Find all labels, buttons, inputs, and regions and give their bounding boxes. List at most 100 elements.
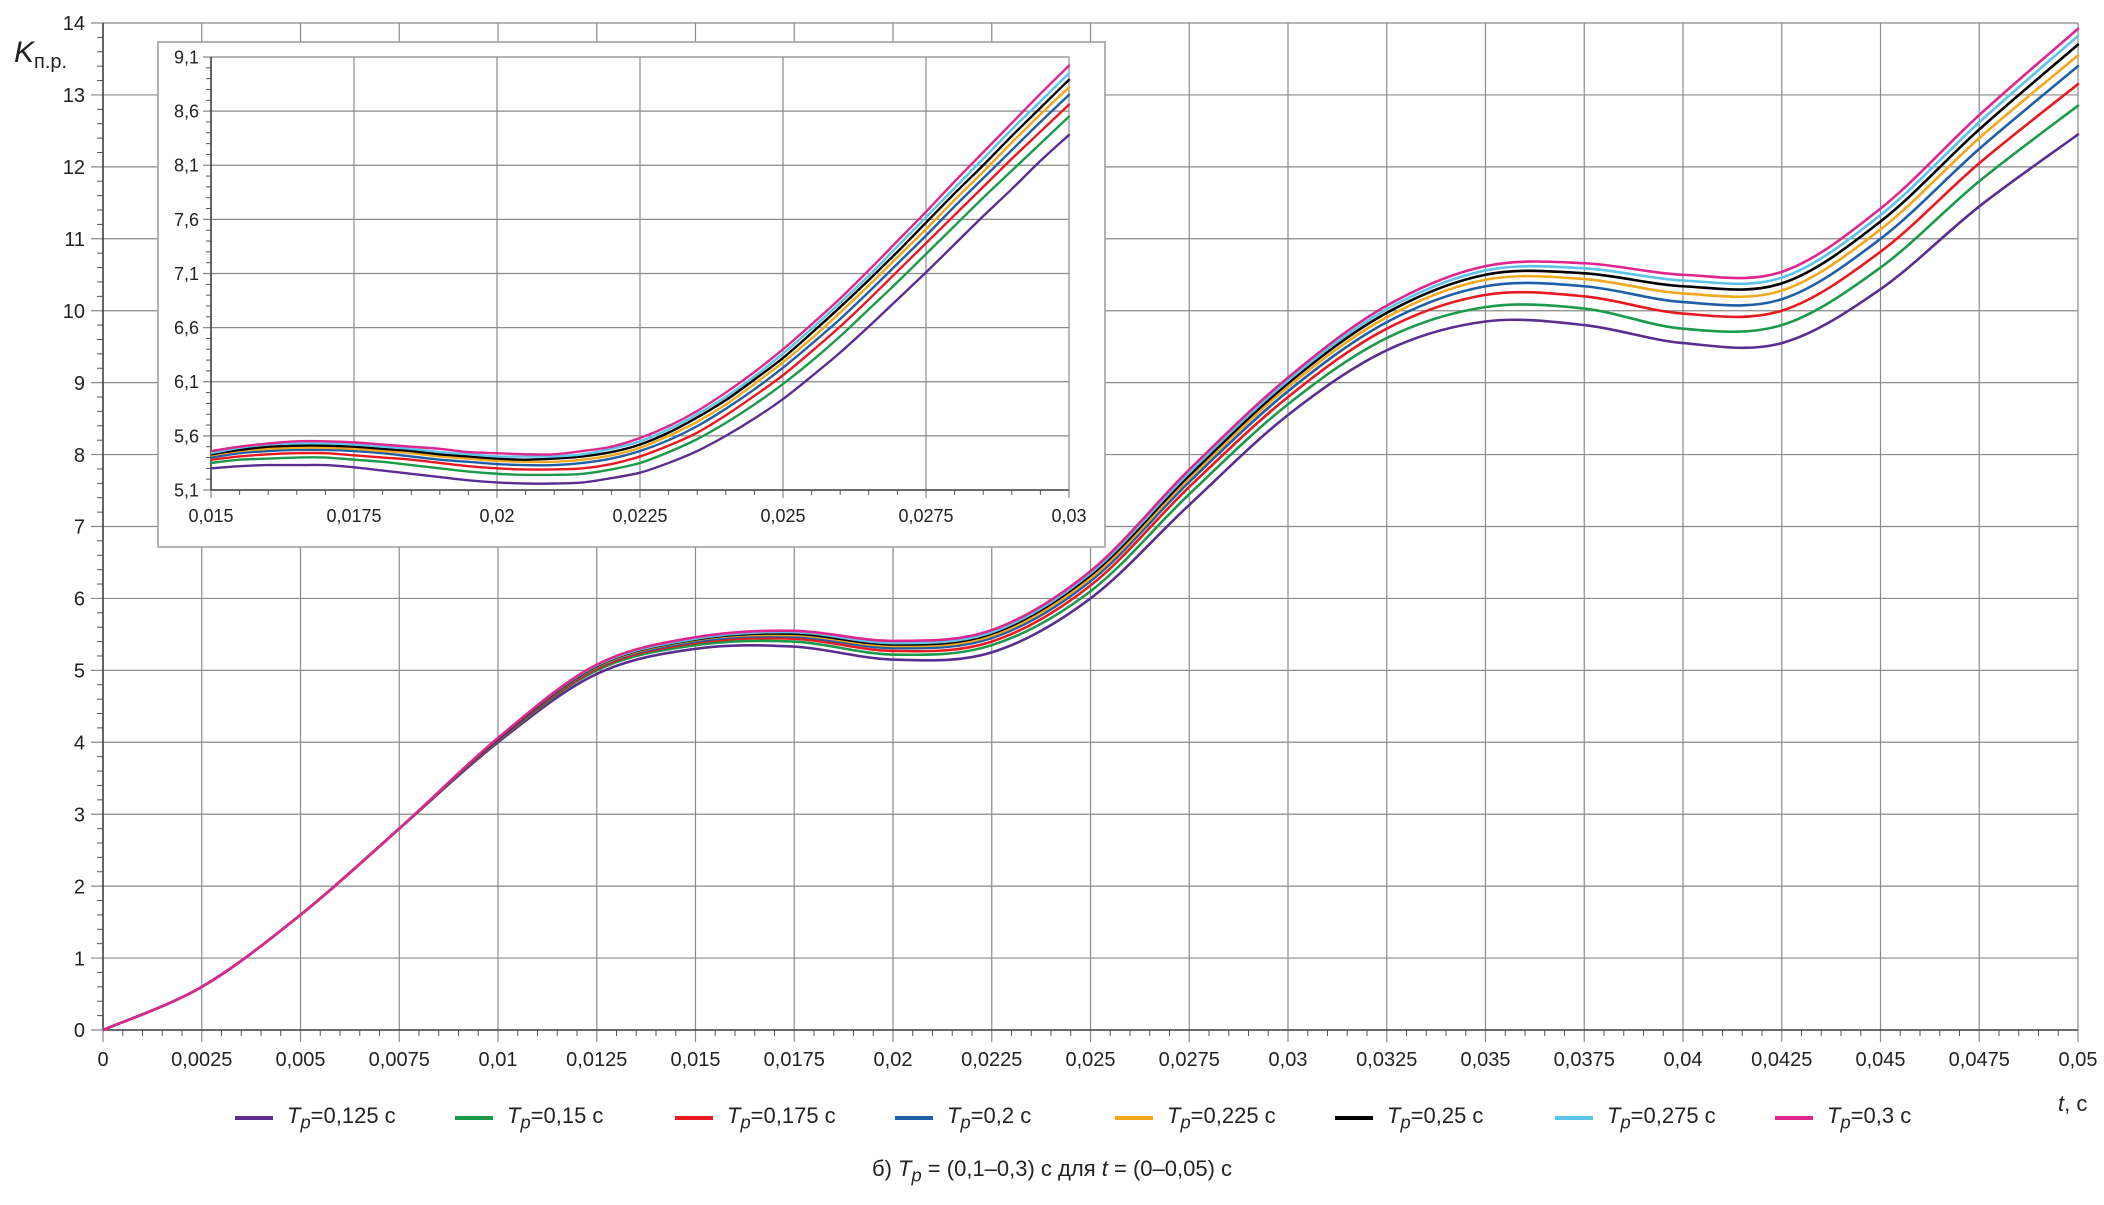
- legend-symbol: T: [1827, 1102, 1841, 1128]
- legend-item-3: Tp=0,175 с: [675, 1100, 836, 1136]
- legend-label: Tp=0,275 с: [1607, 1103, 1716, 1133]
- caption-sub: p: [911, 1164, 922, 1186]
- main-y-tick-label: 11: [64, 229, 85, 251]
- inset-minor-ticks: [206, 67, 1041, 495]
- main-y-tick-label: 4: [74, 732, 85, 754]
- main-y-tick-label: 7: [74, 517, 85, 539]
- x-axis-label-symbol: t: [2058, 1091, 2065, 1116]
- main-x-tick-label: 0,0225: [961, 1049, 1022, 1071]
- main-minor-ticks: [97, 36, 2059, 1036]
- legend-item-5: Tp=0,225 с: [1115, 1100, 1276, 1136]
- legend-item-8: Tp=0,3 с: [1775, 1100, 1911, 1136]
- legend-label: Tp=0,15 с: [507, 1103, 603, 1133]
- x-axis-label-rest: , с: [2064, 1091, 2087, 1116]
- inset-y-tick-label: 5,6: [174, 426, 199, 446]
- inset-series-line-8: [211, 64, 1071, 456]
- main-x-tick-label: 0: [97, 1049, 108, 1071]
- main-y-tick-label: 6: [74, 589, 85, 611]
- inset-x-tick-label: 0,0175: [326, 506, 381, 526]
- legend-swatch: [1115, 1116, 1153, 1120]
- x-axis-label: t, с: [2058, 1091, 2087, 1116]
- legend-symbol: T: [727, 1102, 741, 1128]
- main-x-tick-label: 0,005: [275, 1049, 325, 1071]
- legend-label: Tp=0,3 с: [1827, 1103, 1911, 1133]
- inset-y-tick-label: 6,6: [174, 318, 199, 338]
- main-x-tick-label: 0,02: [874, 1049, 913, 1071]
- main-x-tick-label: 0,0125: [566, 1049, 627, 1071]
- inset-x-tick-label: 0,02: [479, 506, 514, 526]
- legend-subscript: p: [300, 1111, 311, 1133]
- legend-subscript: p: [1180, 1111, 1191, 1133]
- inset-series-line-4: [211, 93, 1071, 467]
- legend-swatch: [235, 1116, 273, 1120]
- main-y-tick-label: 2: [74, 876, 85, 898]
- main-series-group: [103, 27, 2080, 1032]
- inset-y-tick-label: 7,1: [174, 264, 199, 284]
- inset-x-tick-label: 0,025: [760, 506, 805, 526]
- main-x-tick-label: 0,025: [1065, 1049, 1115, 1071]
- inset-series-line-1: [211, 133, 1071, 485]
- main-x-tick-label: 0,01: [479, 1049, 518, 1071]
- main-y-tick-label: 14: [63, 13, 85, 35]
- inset-x-tick-label: 0,015: [188, 506, 233, 526]
- legend-value: =0,25 с: [1410, 1102, 1484, 1128]
- legend-label: Tp=0,2 с: [947, 1103, 1031, 1133]
- main-y-tick-label: 1: [74, 948, 85, 970]
- legend-symbol: T: [1387, 1102, 1401, 1128]
- main-x-tick-label: 0,0375: [1554, 1049, 1615, 1071]
- legend: Tp=0,125 с Tp=0,15 с Tp=0,175 с Tp=0,2 с Tp=…: [235, 1100, 1935, 1136]
- legend-symbol: T: [507, 1102, 521, 1128]
- inset-x-tick-label: 0,03: [1051, 506, 1086, 526]
- legend-item-6: Tp=0,25 с: [1335, 1100, 1483, 1136]
- caption-rest: = (0,1–0,3) с для: [921, 1156, 1102, 1181]
- y-axis-label-symbol: K: [14, 36, 36, 69]
- caption-t-symbol: t: [1101, 1156, 1108, 1181]
- legend-value: =0,225 с: [1190, 1102, 1276, 1128]
- main-x-tick-label: 0,03: [1269, 1049, 1308, 1071]
- legend-value: =0,2 с: [970, 1102, 1032, 1128]
- legend-symbol: T: [1167, 1102, 1181, 1128]
- legend-swatch: [1335, 1116, 1373, 1120]
- main-x-tick-label: 0,0425: [1751, 1049, 1812, 1071]
- legend-swatch: [1555, 1116, 1593, 1120]
- caption-symbol: T: [898, 1156, 912, 1181]
- inset-series-line-3: [211, 103, 1071, 471]
- y-axis-label-sub: п.р.: [34, 51, 67, 73]
- main-series-line-8: [103, 27, 2080, 1032]
- inset-y-tick-label: 6,1: [174, 372, 199, 392]
- legend-label: Tp=0,175 с: [727, 1103, 836, 1133]
- legend-item-1: Tp=0,125 с: [235, 1100, 396, 1136]
- inset-x-tick-label: 0,0225: [612, 506, 667, 526]
- legend-value: =0,3 с: [1850, 1102, 1912, 1128]
- legend-subscript: p: [520, 1111, 531, 1133]
- main-plot: 0 0,0025 0,005 0,0075 0,01 0,0125 0,015 0,0175 0…: [63, 13, 2098, 1071]
- legend-symbol: T: [287, 1102, 301, 1128]
- main-x-tick-label: 0,0275: [1159, 1049, 1220, 1071]
- legend-symbol: T: [947, 1102, 961, 1128]
- main-x-tick-label: 0,0075: [369, 1049, 430, 1071]
- legend-swatch: [675, 1116, 713, 1120]
- inset-x-tick-label: 0,0275: [898, 506, 953, 526]
- main-y-tick-label: 0: [74, 1020, 85, 1042]
- caption-prefix: б): [871, 1156, 899, 1181]
- inset-frame: [157, 41, 1106, 548]
- legend-label: Tp=0,225 с: [1167, 1103, 1276, 1133]
- legend-value: =0,15 с: [530, 1102, 604, 1128]
- main-y-tick-label: 12: [63, 157, 85, 179]
- main-y-tick-label: 8: [74, 445, 85, 467]
- main-x-tick-label: 0,035: [1460, 1049, 1510, 1071]
- main-y-tick-label: 9: [74, 373, 85, 395]
- legend-subscript: p: [960, 1111, 971, 1133]
- inset-y-tick-label: 9,1: [174, 47, 199, 67]
- main-y-tick-label: 3: [74, 804, 85, 826]
- inset-series-group: [211, 64, 1071, 485]
- main-x-tick-label: 0,015: [670, 1049, 720, 1071]
- legend-swatch: [455, 1116, 493, 1120]
- main-x-tick-label: 0,05: [2059, 1049, 2098, 1071]
- legend-swatch: [895, 1116, 933, 1120]
- main-y-tick-label: 5: [74, 661, 85, 683]
- inset-series-line-2: [211, 115, 1071, 477]
- inset-y-tick-label: 5,1: [174, 480, 199, 500]
- legend-item-2: Tp=0,15 с: [455, 1100, 603, 1136]
